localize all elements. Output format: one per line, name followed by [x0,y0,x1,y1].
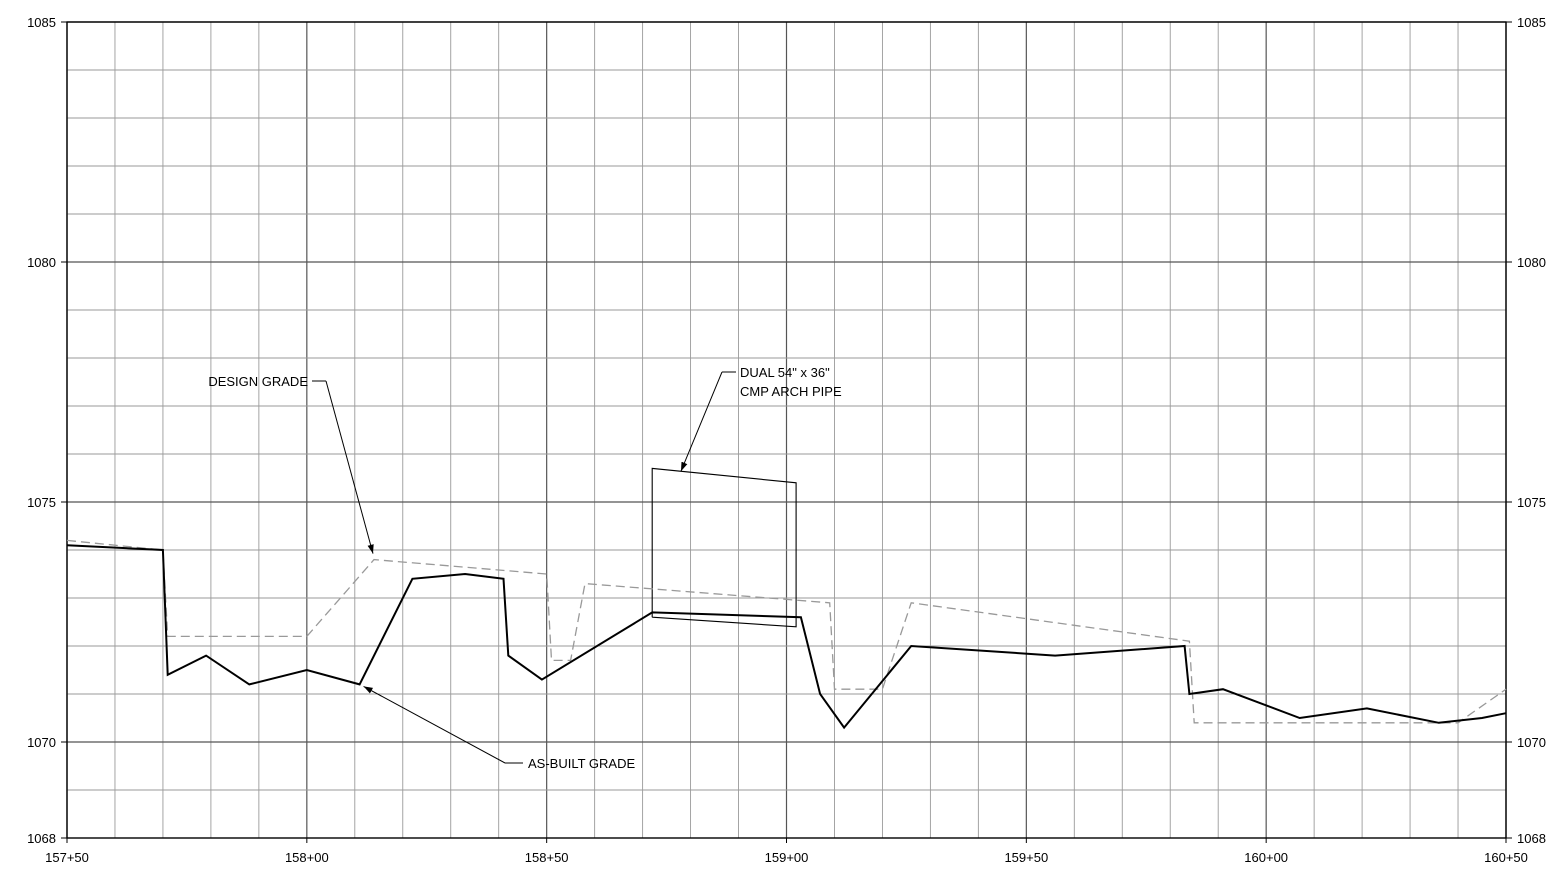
y-tick-label-left: 1070 [27,735,56,750]
y-tick-label-left: 1085 [27,15,56,30]
design-grade-arrow [325,380,374,554]
y-tick-label-right: 1080 [1517,255,1546,270]
annotations: DESIGN GRADE AS-BUILT GRADE DUAL 54" x 3… [208,365,842,771]
y-tick-label-left: 1068 [27,831,56,846]
x-tick-label: 160+00 [1244,850,1288,865]
y-tick-label-left: 1080 [27,255,56,270]
design-grade-label: DESIGN GRADE [208,374,308,389]
pipe-label-line-2: CMP ARCH PIPE [740,384,842,399]
as-built-grade-line [66,544,1507,730]
as-built-grade-arrow [363,685,506,764]
x-tick-label: 159+00 [765,850,809,865]
y-tick-label-right: 1068 [1517,831,1546,846]
x-tick-label: 158+00 [285,850,329,865]
pipe-outline [651,467,797,628]
y-tick-label-left: 1075 [27,495,56,510]
y-tick-label-right: 1070 [1517,735,1546,750]
design-grade-line [66,539,1507,724]
x-tick-label: 160+50 [1484,850,1528,865]
as-built-grade-label: AS-BUILT GRADE [528,756,635,771]
x-tick-label: 157+50 [45,850,89,865]
y-tick-label-right: 1085 [1517,15,1546,30]
pipe-label-line-1: DUAL 54" x 36" [740,365,830,380]
y-tick-label-right: 1075 [1517,495,1546,510]
series-group [66,539,1507,730]
grid [66,21,1507,839]
x-tick-label: 159+50 [1004,850,1048,865]
x-tick-label: 158+50 [525,850,569,865]
axis-ticks: 157+50 158+00 158+50 159+00 159+50 160+00 160+… [27,15,1546,865]
pipe-arrow [680,371,723,472]
pipe-structure [651,467,797,628]
